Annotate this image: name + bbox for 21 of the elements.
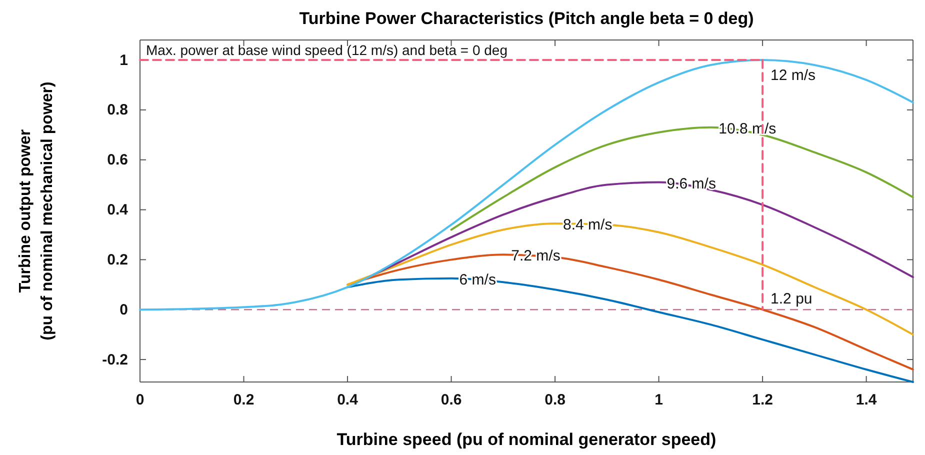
x-tick-label: 0.2 — [233, 392, 254, 409]
y-axis-title: Turbine output power (pu of nominal mechanical power) — [17, 82, 56, 340]
x-tick-label: 1 — [654, 392, 663, 409]
y-tick-label: 0.6 — [107, 152, 128, 169]
chart-title: Turbine Power Characteristics (Pitch angle beta = 0 deg) — [299, 9, 754, 28]
annotation: 1.2 pu — [770, 290, 812, 308]
y-tick-label: 0.8 — [107, 102, 128, 119]
x-axis-title: Turbine speed (pu of nominal generator speed) — [336, 430, 716, 449]
x-tick-label: 1.4 — [856, 392, 878, 409]
x-tick-label: 0.4 — [337, 392, 359, 409]
y-tick-label: -0.2 — [102, 351, 128, 368]
x-tick-label: 0 — [136, 392, 144, 409]
series-label: 12 m/s — [770, 66, 816, 84]
x-tick-label: 0.8 — [544, 392, 566, 409]
y-tick-label: 0.4 — [107, 202, 129, 219]
y-tick-label: 0 — [120, 301, 128, 318]
x-tick-label: 1.2 — [752, 392, 773, 409]
x-tick-label: 0.6 — [440, 392, 462, 409]
annotation: Max. power at base wind speed (12 m/s) and beta = 0 deg — [146, 42, 508, 58]
y-tick-label: 1 — [120, 52, 128, 69]
y-tick-label: 0.2 — [107, 251, 128, 268]
